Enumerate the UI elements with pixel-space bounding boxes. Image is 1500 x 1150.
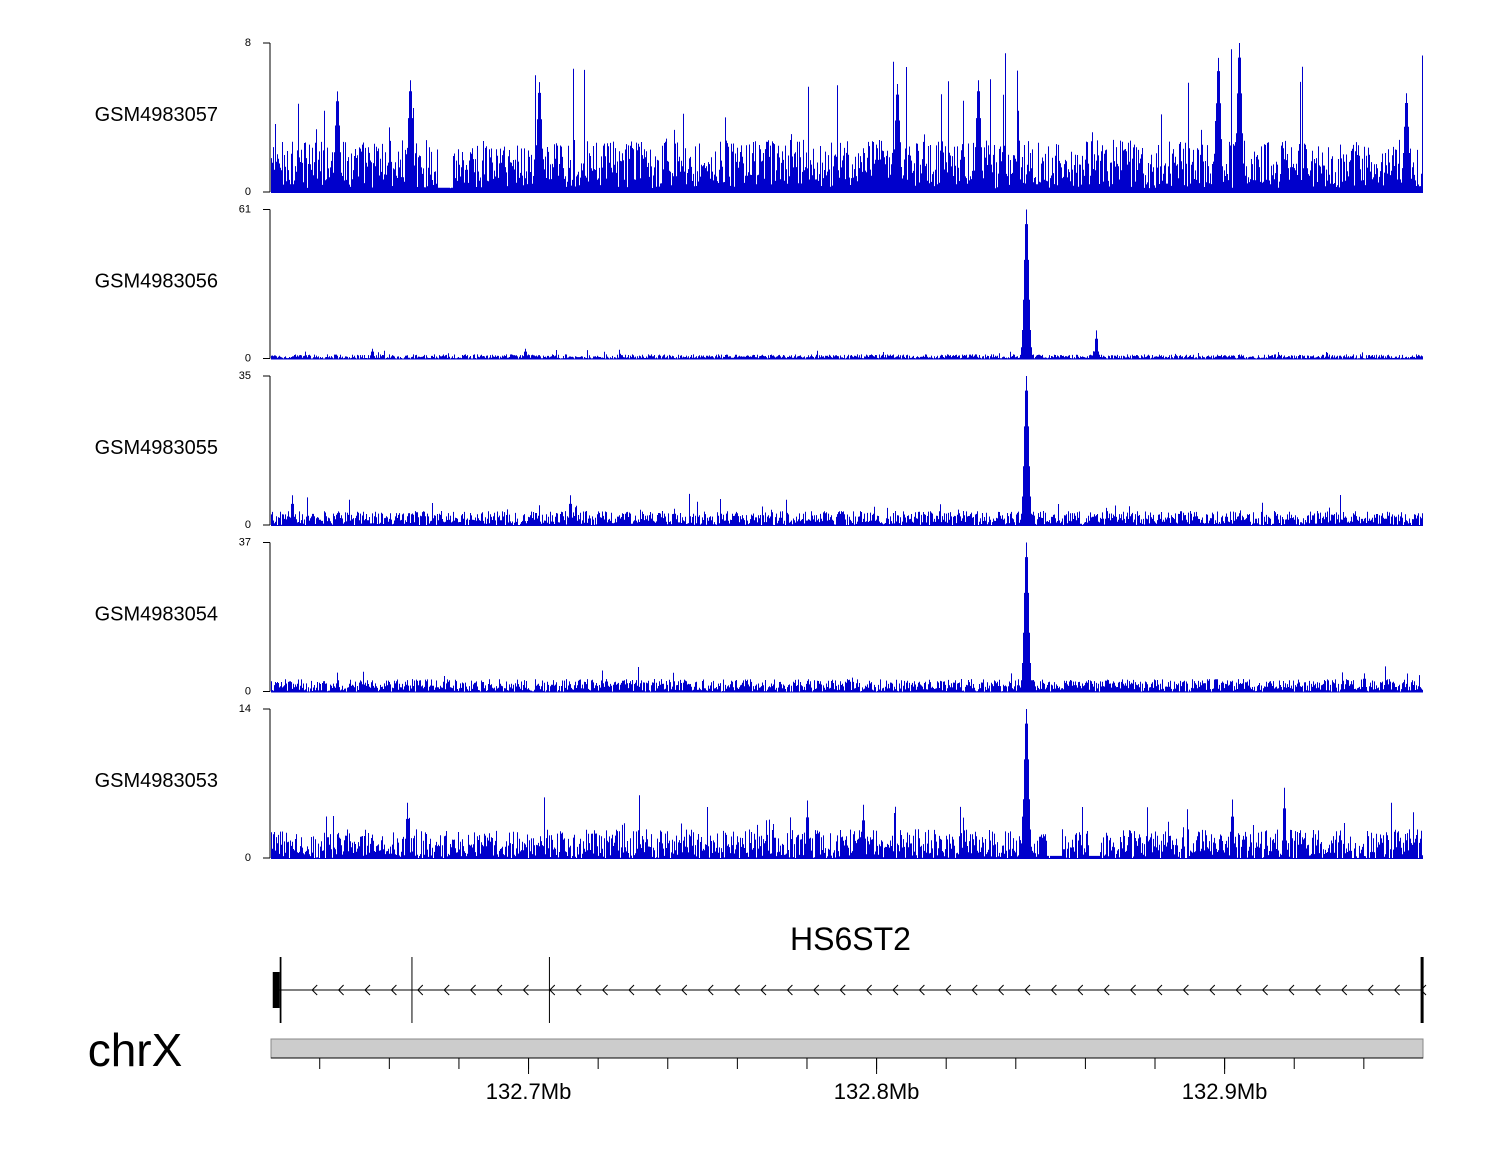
strand-arrow [364, 984, 371, 996]
strand-arrow [1393, 984, 1400, 996]
strand-arrow [971, 984, 978, 996]
signal-area [271, 209, 1423, 359]
gene-track: HS6ST2 [272, 921, 1427, 1023]
y-axis-max-label: 37 [239, 537, 251, 549]
y-axis-min-label: 0 [245, 353, 251, 365]
strand-arrow [1182, 984, 1189, 996]
strand-arrow [1103, 984, 1110, 996]
strand-arrow [1129, 984, 1136, 996]
strand-arrow [469, 984, 476, 996]
signal-area [271, 376, 1423, 525]
strand-arrow [813, 984, 820, 996]
strand-arrow [575, 984, 582, 996]
strand-arrow [311, 984, 318, 996]
strand-arrow [496, 984, 503, 996]
strand-arrow [839, 984, 846, 996]
strand-arrow [1261, 984, 1268, 996]
gene-exon [279, 957, 282, 1023]
signal-tracks: GSM498305780GSM4983056610GSM4983055350GS… [95, 37, 1423, 864]
gene-exon [1420, 957, 1424, 1023]
strand-arrow [1050, 984, 1057, 996]
axis-tick-label: 132.7Mb [486, 1079, 572, 1104]
track-GSM4983055: GSM4983055 35 0 [95, 370, 1423, 531]
y-axis-max-label: 35 [239, 370, 251, 382]
strand-arrow [1077, 984, 1084, 996]
y-axis-min-label: 0 [245, 519, 251, 531]
strand-arrow [1235, 984, 1242, 996]
track-label: GSM4983053 [95, 770, 218, 792]
strand-arrow [997, 984, 1004, 996]
signal-area [271, 542, 1423, 692]
y-axis-min-label: 0 [245, 852, 251, 864]
y-axis-min-label: 0 [245, 186, 251, 198]
strand-arrow [337, 984, 344, 996]
track-label: GSM4983055 [95, 437, 218, 459]
gene-name-label: HS6ST2 [790, 921, 911, 957]
strand-arrow [390, 984, 397, 996]
strand-arrow [1314, 984, 1321, 996]
strand-arrow [443, 984, 450, 996]
signal-area [271, 43, 1423, 192]
strand-arrow [1367, 984, 1374, 996]
strand-arrow [654, 984, 661, 996]
track-GSM4983053: GSM4983053 14 0 [95, 703, 1423, 864]
strand-arrow [1288, 984, 1295, 996]
strand-arrow [628, 984, 635, 996]
strand-arrow [707, 984, 714, 996]
track-GSM4983056: GSM4983056 61 0 [95, 204, 1423, 365]
track-label: GSM4983057 [95, 104, 218, 126]
strand-arrow [522, 984, 529, 996]
y-axis-max-label: 61 [239, 204, 251, 216]
strand-arrow [892, 984, 899, 996]
y-axis-max-label: 14 [239, 703, 251, 715]
signal-area [271, 709, 1423, 858]
genome-axis-track: chrX 132.7Mb 132.8Mb 132.9Mb [88, 1024, 1424, 1104]
strand-arrow [1024, 984, 1031, 996]
track-label: GSM4983054 [95, 603, 218, 625]
axis-tick-label: 132.8Mb [834, 1079, 920, 1104]
track-GSM4983057: GSM4983057 8 0 [95, 37, 1423, 198]
strand-arrow [786, 984, 793, 996]
strand-arrow [681, 984, 688, 996]
strand-arrow [945, 984, 952, 996]
y-axis-max-label: 8 [245, 37, 251, 49]
track-GSM4983054: GSM4983054 37 0 [95, 537, 1423, 698]
strand-arrow [601, 984, 608, 996]
chromosome-label: chrX [88, 1024, 183, 1076]
gene-exon [272, 972, 280, 1008]
strand-arrow [865, 984, 872, 996]
track-label: GSM4983056 [95, 270, 218, 292]
strand-arrow [733, 984, 740, 996]
axis-tick-label: 132.9Mb [1182, 1079, 1268, 1104]
strand-arrow [1341, 984, 1348, 996]
y-axis-min-label: 0 [245, 686, 251, 698]
strand-arrow [760, 984, 767, 996]
strand-arrow [417, 984, 424, 996]
strand-arrow [1209, 984, 1216, 996]
chromosome-ideogram [270, 1038, 1424, 1059]
strand-arrow [918, 984, 925, 996]
strand-arrow [1156, 984, 1163, 996]
